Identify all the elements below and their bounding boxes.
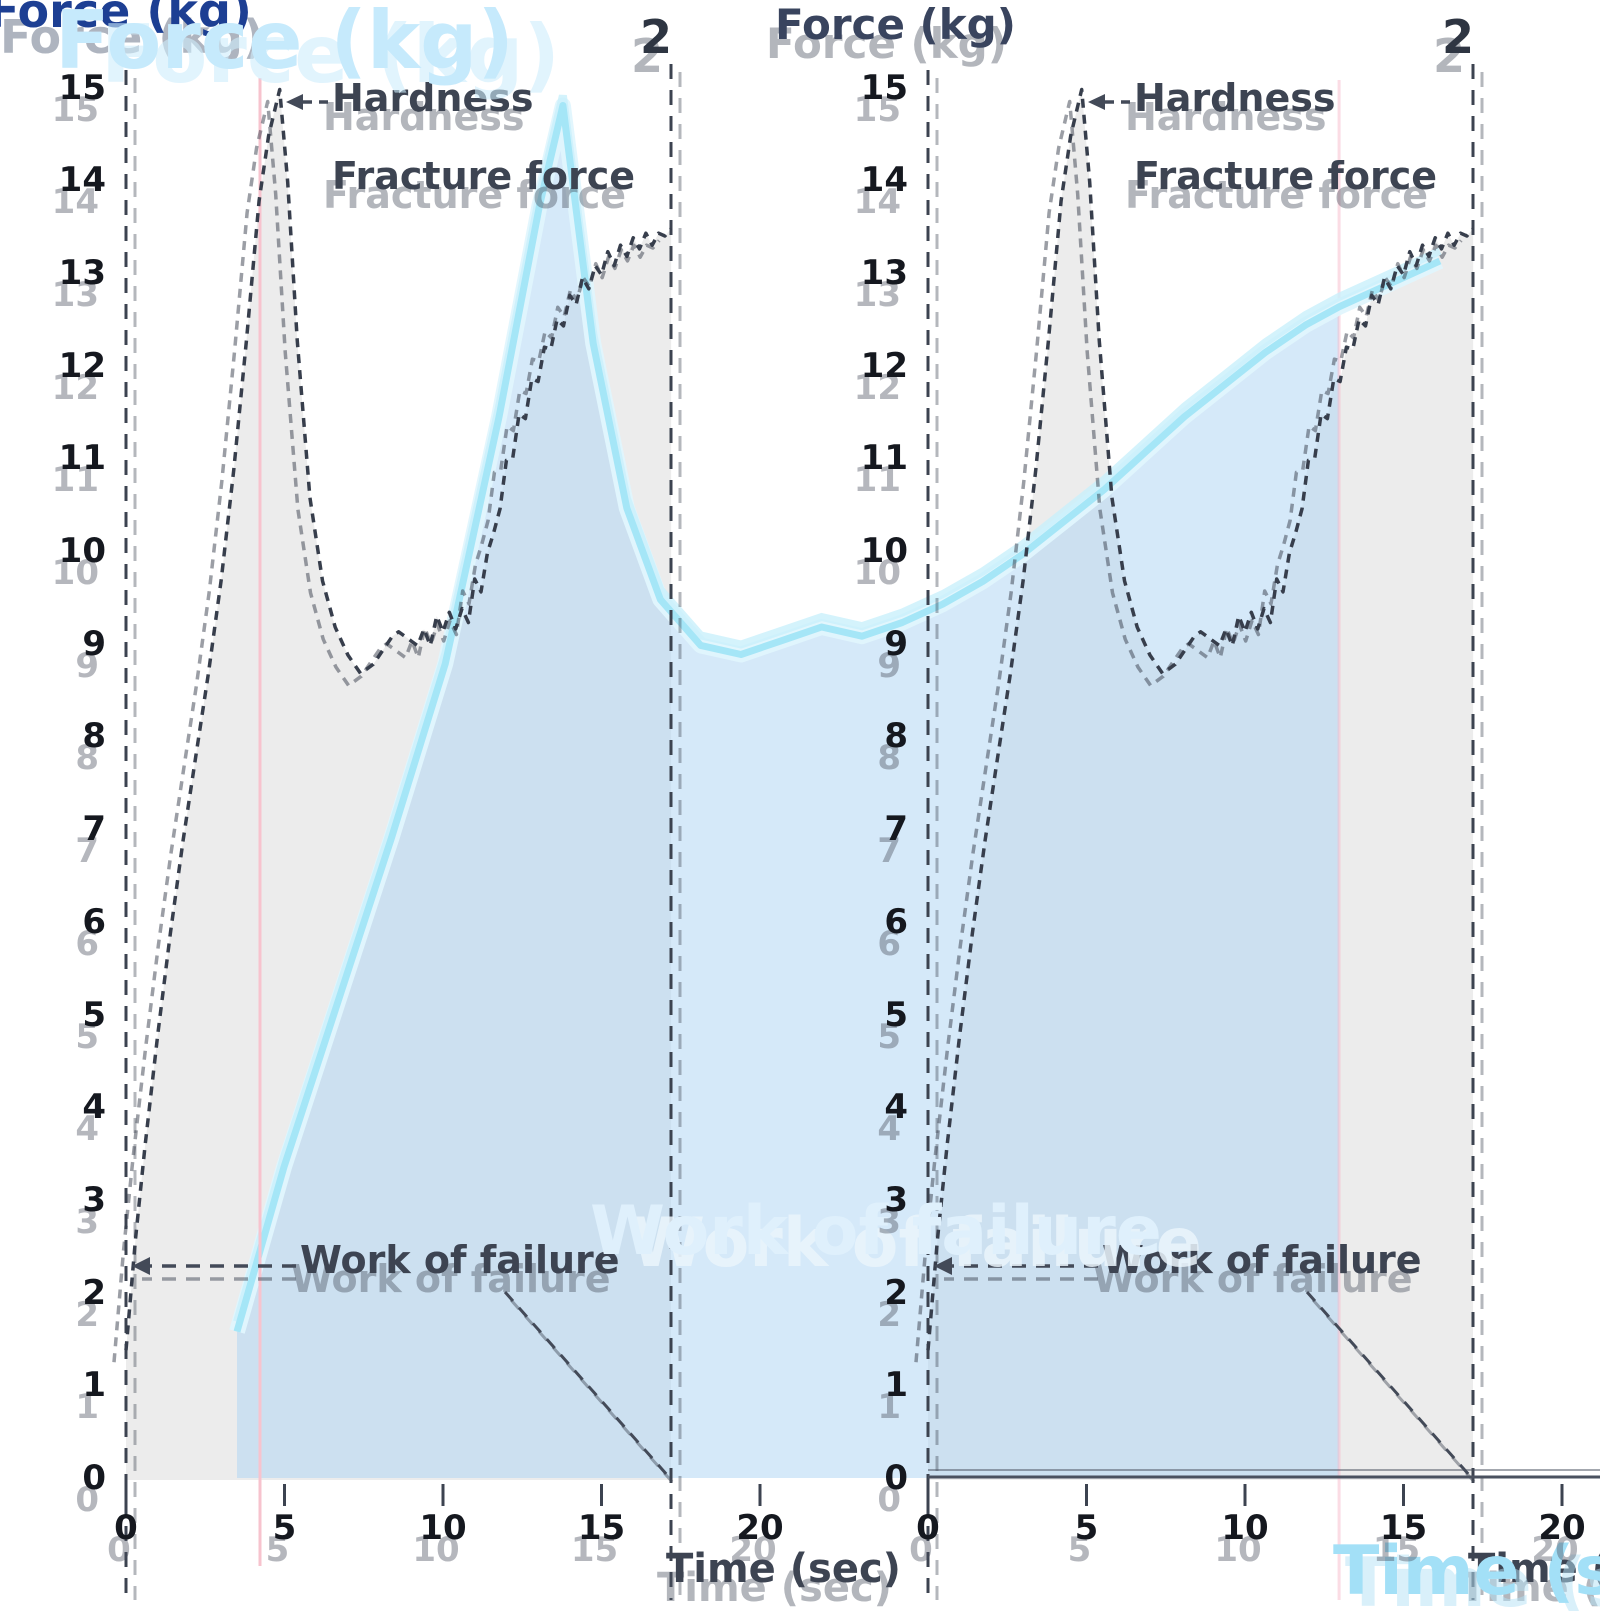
- y-tick-label: 0: [82, 1458, 106, 1498]
- x-tick-label: 10: [1221, 1508, 1269, 1548]
- y-tick-label: 8: [82, 716, 106, 757]
- y-tick-label: 4: [82, 1087, 106, 1128]
- x-tick-label: 15: [577, 1508, 626, 1548]
- y-tick-label: 9: [884, 623, 908, 664]
- x-tick-label: 20: [736, 1508, 784, 1548]
- marker-2-label-right: 2: [1442, 10, 1475, 64]
- hardness-annotation-right: Hardness: [1134, 76, 1336, 120]
- y-tick-label: 15: [860, 67, 908, 108]
- y-tick-label: 3: [884, 1179, 908, 1220]
- y-tick-label: 8: [884, 716, 908, 757]
- x-tick-label: 5: [272, 1508, 297, 1548]
- y-tick-label: 13: [860, 252, 908, 293]
- y-tick-label: 4: [884, 1087, 908, 1128]
- ghost-work-of-failure-watermark: Work of failure: [590, 1192, 1162, 1271]
- y-axis-title-left: Force (kg): [0, 0, 252, 38]
- work-of-failure-annotation-right: Work of failure: [1102, 1238, 1422, 1282]
- x-tick-label: 5: [1074, 1508, 1099, 1548]
- y-tick-label: 2: [884, 1272, 908, 1313]
- y-tick-label: 15: [58, 67, 106, 108]
- y-tick-label: 14: [860, 160, 908, 201]
- y-tick-label: 1: [82, 1365, 106, 1406]
- fracture-force-annotation-right: Fracture force: [1134, 154, 1438, 198]
- ghost-x-axis-title: Time (sec): [1333, 1532, 1600, 1611]
- y-tick-label: 1: [884, 1365, 908, 1406]
- ghost-y-axis-title: Force (kg): [55, 0, 514, 87]
- x-tick-label: 15: [1379, 1508, 1428, 1548]
- y-tick-label: 12: [860, 345, 908, 386]
- x-axis-title-left: Time (sec): [666, 1546, 901, 1592]
- x-axis-title-right: Time (sec): [1468, 1546, 1600, 1592]
- y-axis-title-right: Force (kg): [775, 0, 1016, 49]
- y-tick-label: 2: [82, 1272, 106, 1313]
- hardness-annotation: Hardness: [332, 76, 534, 120]
- work-of-failure-annotation: Work of failure: [300, 1238, 620, 1282]
- y-tick-label: 7: [82, 809, 106, 850]
- y-tick-label: 11: [58, 438, 106, 479]
- x-tick-label: 20: [1538, 1508, 1586, 1548]
- x-tick-label: 10: [419, 1508, 467, 1548]
- y-tick-label: 7: [884, 809, 908, 850]
- x-tick-label: 0: [916, 1508, 940, 1548]
- y-tick-label: 5: [884, 994, 908, 1035]
- x-tick-label: 0: [114, 1508, 138, 1548]
- y-tick-label: 11: [860, 438, 908, 479]
- y-tick-label: 13: [58, 252, 106, 293]
- y-tick-label: 5: [82, 994, 106, 1035]
- y-tick-label: 12: [58, 345, 106, 386]
- y-tick-label: 6: [82, 901, 106, 942]
- y-tick-label: 6: [884, 901, 908, 942]
- marker-2-label: 2: [640, 10, 673, 64]
- y-tick-label: 3: [82, 1179, 106, 1220]
- y-tick-label: 14: [58, 160, 106, 201]
- y-tick-label: 10: [860, 531, 908, 571]
- y-tick-label: 9: [82, 623, 106, 664]
- y-tick-label: 0: [884, 1458, 908, 1498]
- y-tick-label: 10: [58, 531, 106, 571]
- fracture-force-annotation: Fracture force: [332, 154, 636, 198]
